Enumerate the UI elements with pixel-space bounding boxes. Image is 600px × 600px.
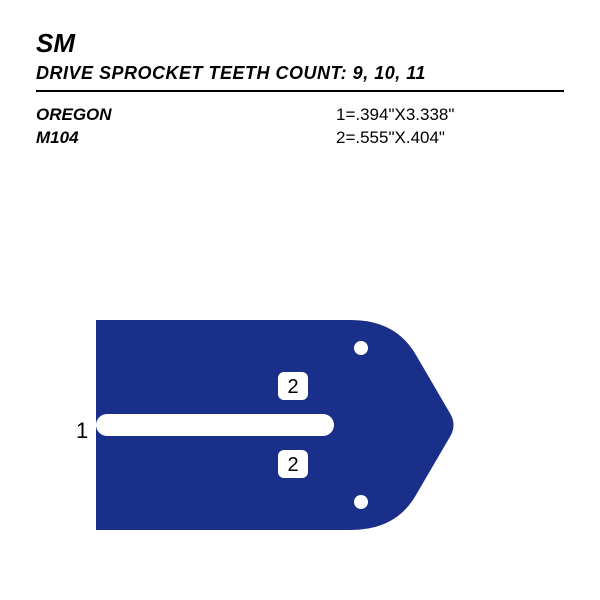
spec-model: M104 <box>36 127 336 150</box>
subtitle: DRIVE SPROCKET TEETH COUNT: 9, 10, 11 <box>36 63 564 84</box>
svg-text:2: 2 <box>287 376 298 398</box>
svg-text:2: 2 <box>287 454 298 476</box>
spec-brand: OREGON <box>36 104 336 127</box>
spec-right: 1=.394"X3.338" 2=.555"X.404" <box>336 104 454 150</box>
spec-dim-2: 2=.555"X.404" <box>336 127 454 150</box>
spec-left: OREGON M104 <box>36 104 336 150</box>
callout-1: 1 <box>76 418 88 444</box>
divider <box>36 90 564 92</box>
diagram: 1 22 <box>36 320 456 550</box>
spec-dim-1: 1=.394"X3.338" <box>336 104 454 127</box>
spec-row: OREGON M104 1=.394"X3.338" 2=.555"X.404" <box>36 104 564 150</box>
bar-mount-diagram: 22 <box>96 320 456 540</box>
product-code: SM <box>36 28 564 59</box>
